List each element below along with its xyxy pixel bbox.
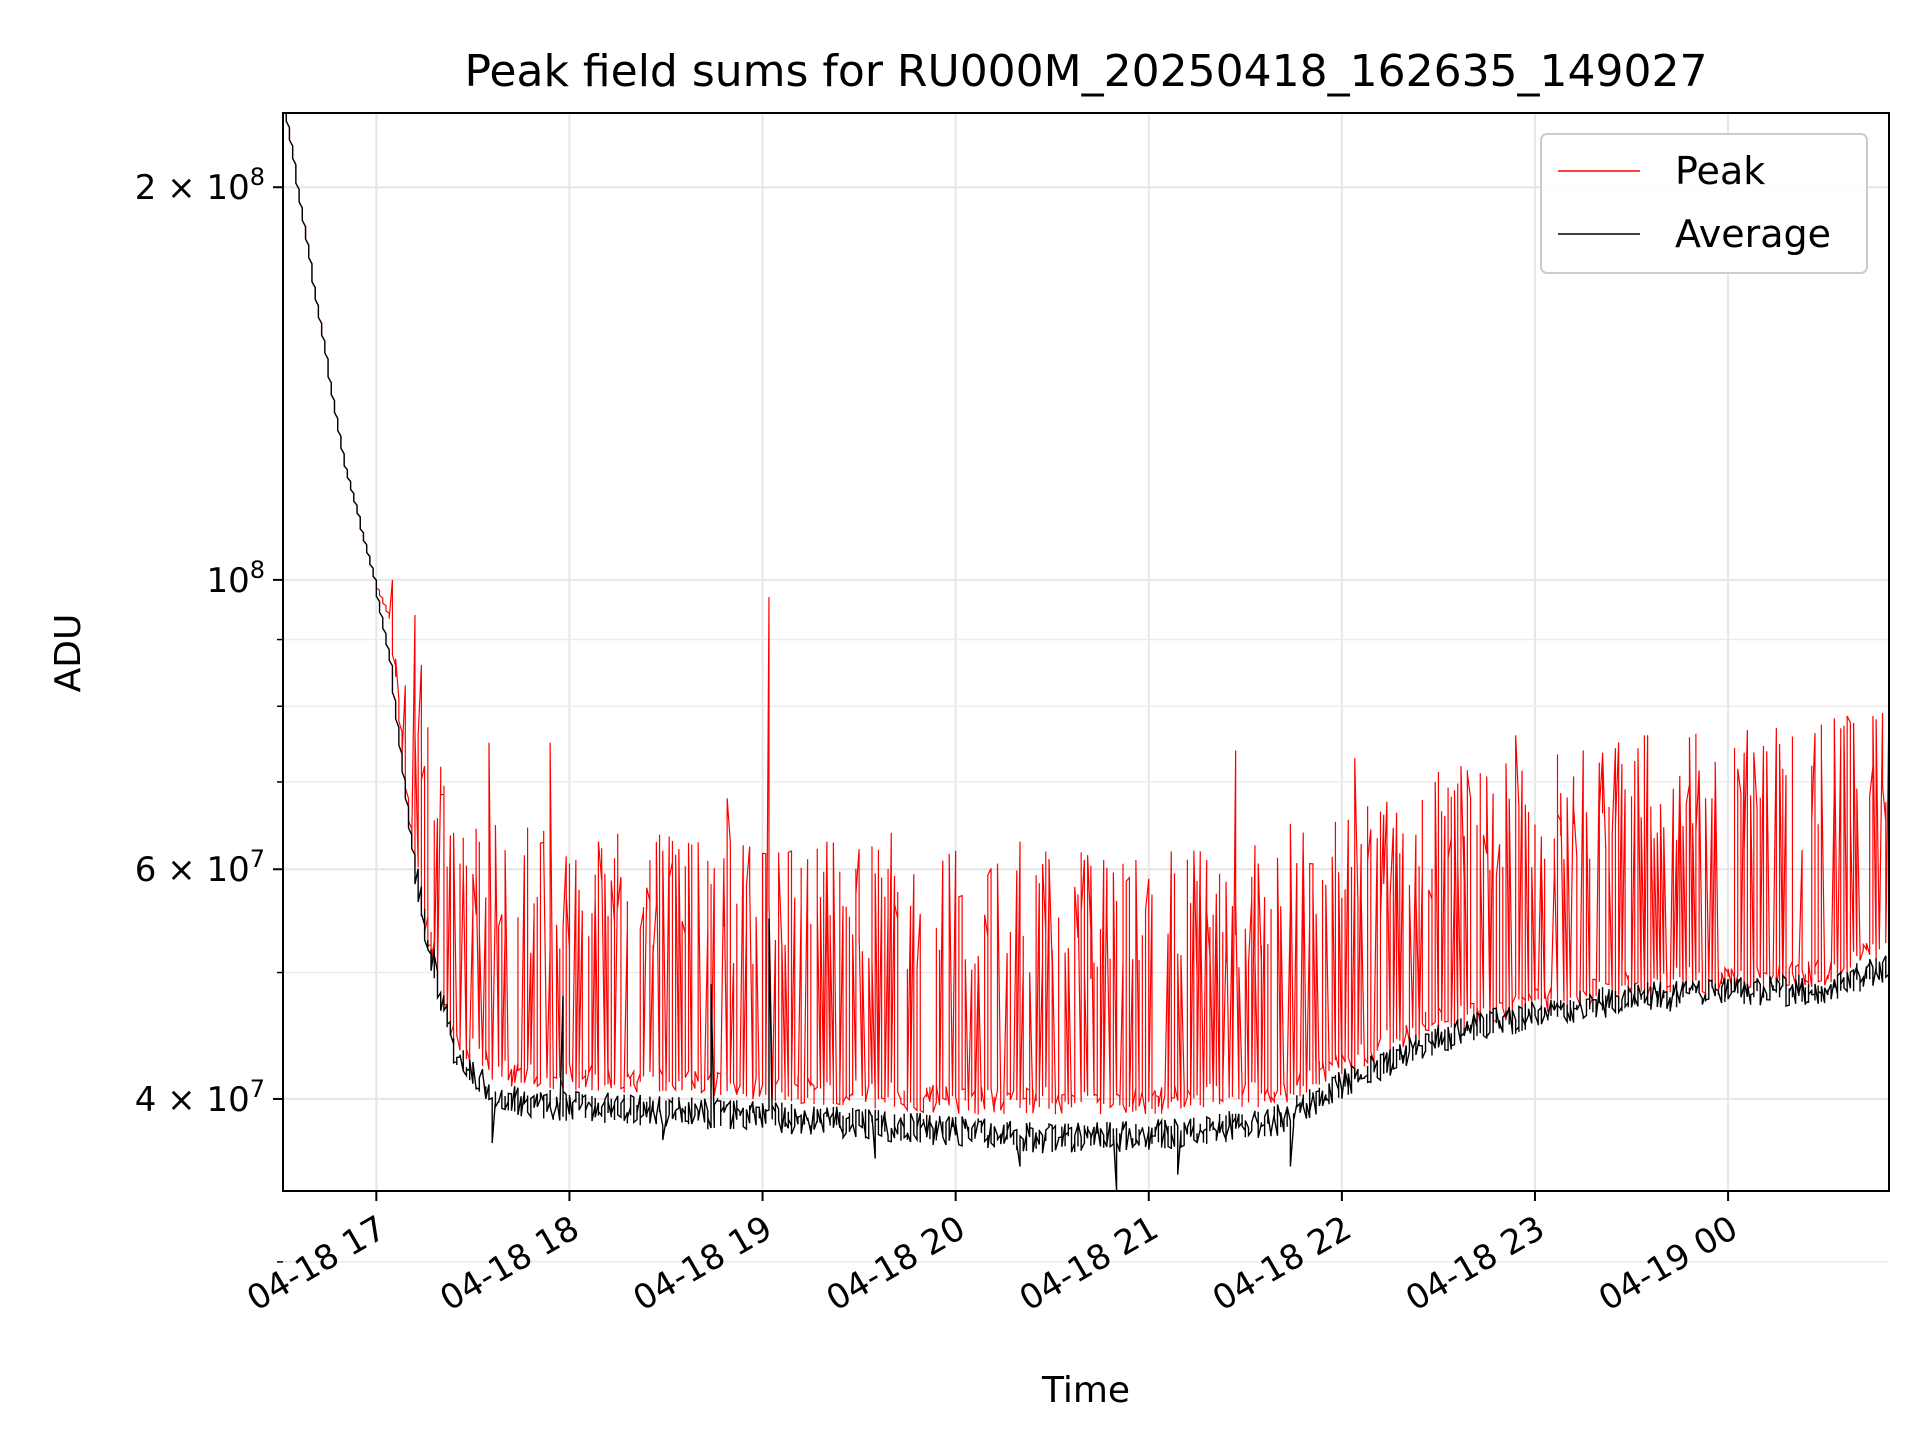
x-axis: 04-18 17 04-18 18 04-18 19 04-18 20 04-18 21… [240,1191,1745,1319]
y-tick-label: 4 × 107 [135,1075,265,1120]
x-tick-label: 04-18 20 [820,1208,972,1319]
chart-title: Peak field sums for RU000M_20250418_1626… [464,46,1707,97]
y-tick-label: 108 [206,556,265,601]
x-tick-label: 04-18 22 [1206,1208,1358,1319]
y-axis: 2 × 108 108 6 × 107 4 × 107 [135,163,283,1263]
series-line-peak [285,113,1889,1115]
plot-frame [282,112,1890,1192]
x-axis-label: Time [1041,1370,1130,1411]
x-tick-label: 04-19 00 [1592,1208,1744,1319]
x-tick-label: 04-18 21 [1013,1208,1165,1319]
y-axis-label: ADU [48,614,89,693]
legend-label-peak: Peak [1675,149,1765,193]
x-tick-label: 04-18 23 [1399,1208,1551,1319]
legend: Peak Average [1540,133,1868,274]
legend-label-average: Average [1675,212,1831,256]
y-tick-label: 6 × 107 [135,845,265,890]
legend-box [1540,133,1868,274]
x-tick-label: 04-18 18 [434,1208,586,1319]
y-tick-label: 2 × 108 [135,163,265,208]
x-tick-label: 04-18 19 [627,1208,779,1319]
series-line-average [285,113,1889,1191]
series-layer [285,113,1889,1191]
x-tick-label: 04-18 17 [240,1208,392,1319]
